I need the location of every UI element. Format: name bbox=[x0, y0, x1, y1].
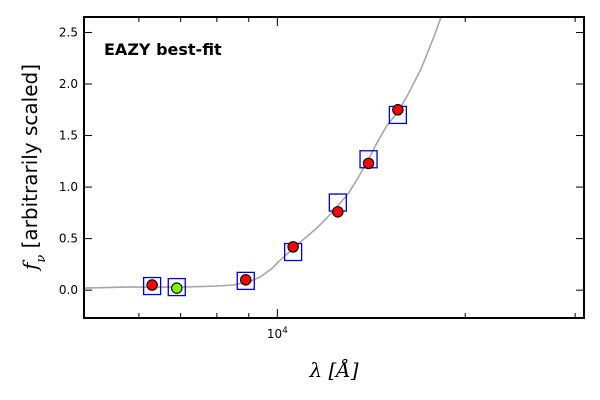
y-axis-label: fν [arbitrarily scaled] bbox=[18, 64, 49, 272]
y-tick-label-2: 1.0 bbox=[59, 180, 78, 194]
model-flux-box-1 bbox=[167, 277, 186, 297]
observed-point-2 bbox=[240, 274, 252, 286]
y-tick-label-5: 2.5 bbox=[59, 25, 78, 39]
x-axis-unit: [Å] bbox=[328, 357, 358, 382]
svg-text:fν [arbitrarily scaled]: fν [arbitrarily scaled] bbox=[18, 64, 49, 272]
y-tick-label-4: 2.0 bbox=[59, 77, 78, 91]
y-axis-text: [arbitrarily scaled] bbox=[18, 64, 42, 255]
model-flux-box-2 bbox=[236, 271, 255, 291]
observed-point-3 bbox=[287, 241, 299, 253]
observed-point-0 bbox=[146, 279, 158, 291]
plot-area bbox=[84, 17, 442, 297]
y-tick-label-1: 0.5 bbox=[59, 232, 78, 246]
x-axis-symbol: λ bbox=[308, 358, 322, 382]
observed-point-1 bbox=[171, 282, 183, 294]
axis-ticks: 0.0 0.5 1.0 1.5 2.0 2.5 104 bbox=[59, 17, 584, 341]
observed-point-5 bbox=[362, 157, 375, 170]
y-tick-label-3: 1.5 bbox=[59, 129, 78, 143]
plot-frame bbox=[83, 16, 585, 319]
observed-point-6 bbox=[392, 104, 404, 116]
x-tick-label-0: 104 bbox=[267, 326, 288, 341]
observed-point-4 bbox=[332, 206, 344, 218]
y-axis-subscript: ν bbox=[34, 255, 49, 263]
x-axis-label: λ [Å] bbox=[308, 357, 358, 382]
model-flux-box-0 bbox=[142, 276, 162, 296]
y-tick-label-0: 0.0 bbox=[59, 283, 78, 297]
annotation-label: EAZY best-fit bbox=[104, 40, 222, 59]
